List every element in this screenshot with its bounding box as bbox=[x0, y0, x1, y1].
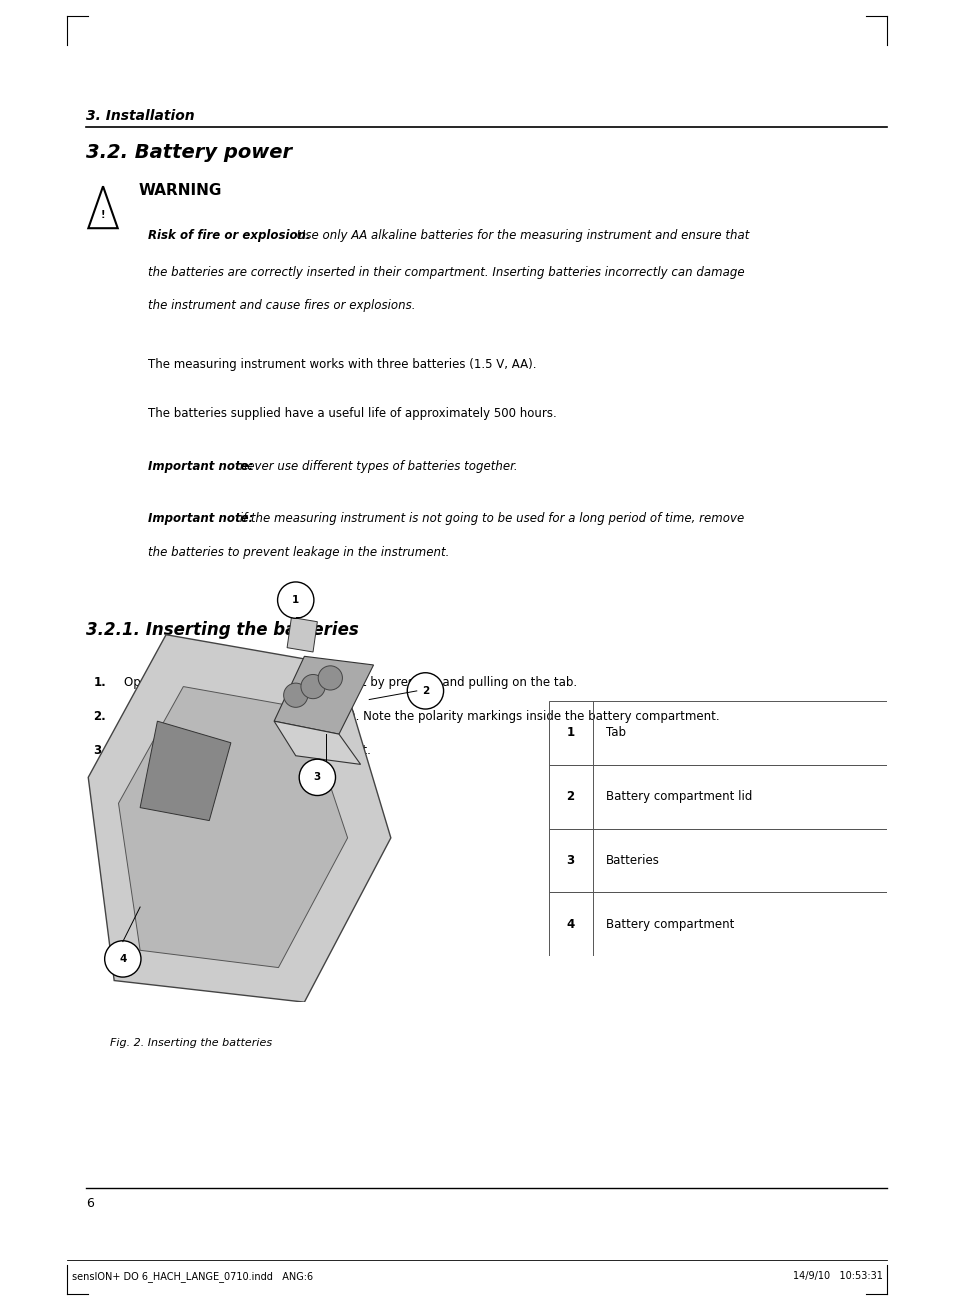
Text: 2: 2 bbox=[421, 686, 429, 696]
Text: 3: 3 bbox=[566, 854, 574, 867]
Text: 4: 4 bbox=[119, 954, 127, 964]
Text: 3: 3 bbox=[314, 773, 320, 782]
Text: 3.: 3. bbox=[93, 744, 106, 757]
Polygon shape bbox=[88, 635, 391, 1002]
Circle shape bbox=[277, 582, 314, 618]
Text: Insert the batteries supplied (1.5 V AA). Note the polarity markings inside the : Insert the batteries supplied (1.5 V AA)… bbox=[124, 710, 719, 723]
Polygon shape bbox=[140, 721, 231, 820]
Text: if the measuring instrument is not going to be used for a long period of time, r: if the measuring instrument is not going… bbox=[235, 512, 743, 525]
Text: Fig. 2. Inserting the batteries: Fig. 2. Inserting the batteries bbox=[110, 1038, 272, 1048]
Text: Important note:: Important note: bbox=[148, 512, 253, 525]
Text: 1.: 1. bbox=[93, 676, 106, 689]
Text: Batteries: Batteries bbox=[605, 854, 659, 867]
Text: 14/9/10   10:53:31: 14/9/10 10:53:31 bbox=[792, 1271, 882, 1281]
Text: Battery compartment: Battery compartment bbox=[605, 918, 734, 931]
Polygon shape bbox=[274, 656, 374, 734]
Text: 2.: 2. bbox=[93, 710, 106, 723]
Text: the instrument and cause fires or explosions.: the instrument and cause fires or explos… bbox=[148, 299, 415, 312]
Text: Use only AA alkaline batteries for the measuring instrument and ensure that: Use only AA alkaline batteries for the m… bbox=[293, 229, 748, 242]
Text: 1: 1 bbox=[566, 726, 574, 739]
Text: !: ! bbox=[101, 210, 105, 220]
Circle shape bbox=[299, 760, 335, 795]
Text: 3.2.1. Inserting the batteries: 3.2.1. Inserting the batteries bbox=[86, 621, 358, 639]
Text: never use different types of batteries together.: never use different types of batteries t… bbox=[235, 460, 517, 473]
Circle shape bbox=[407, 673, 443, 709]
Circle shape bbox=[300, 675, 325, 698]
Text: The batteries supplied have a useful life of approximately 500 hours.: The batteries supplied have a useful lif… bbox=[148, 407, 556, 421]
Text: 3.2. Battery power: 3.2. Battery power bbox=[86, 143, 292, 162]
Text: 6: 6 bbox=[86, 1197, 93, 1210]
Polygon shape bbox=[287, 617, 317, 652]
Text: Battery compartment lid: Battery compartment lid bbox=[605, 790, 752, 803]
Circle shape bbox=[318, 665, 342, 690]
Text: 1: 1 bbox=[292, 595, 299, 605]
Text: Close the lid of the battery compartment.: Close the lid of the battery compartment… bbox=[124, 744, 371, 757]
Text: the batteries are correctly inserted in their compartment. Inserting batteries i: the batteries are correctly inserted in … bbox=[148, 266, 743, 279]
Text: sensION+ DO 6_HACH_LANGE_0710.indd   ANG:6: sensION+ DO 6_HACH_LANGE_0710.indd ANG:6 bbox=[71, 1271, 313, 1281]
Text: Risk of fire or explosion.: Risk of fire or explosion. bbox=[148, 229, 310, 242]
Polygon shape bbox=[274, 721, 360, 765]
Text: 2: 2 bbox=[566, 790, 574, 803]
Text: The measuring instrument works with three batteries (1.5 V, AA).: The measuring instrument works with thre… bbox=[148, 358, 536, 371]
Text: WARNING: WARNING bbox=[138, 183, 221, 198]
Circle shape bbox=[105, 941, 141, 977]
Polygon shape bbox=[118, 686, 347, 968]
Text: Open the lid of the battery compartment by pressing and pulling on the tab.: Open the lid of the battery compartment … bbox=[124, 676, 577, 689]
Text: Tab: Tab bbox=[605, 726, 625, 739]
Text: Important note:: Important note: bbox=[148, 460, 253, 473]
Circle shape bbox=[283, 683, 308, 707]
Text: the batteries to prevent leakage in the instrument.: the batteries to prevent leakage in the … bbox=[148, 546, 449, 559]
Text: 4: 4 bbox=[566, 918, 574, 931]
Text: 3. Installation: 3. Installation bbox=[86, 109, 194, 123]
